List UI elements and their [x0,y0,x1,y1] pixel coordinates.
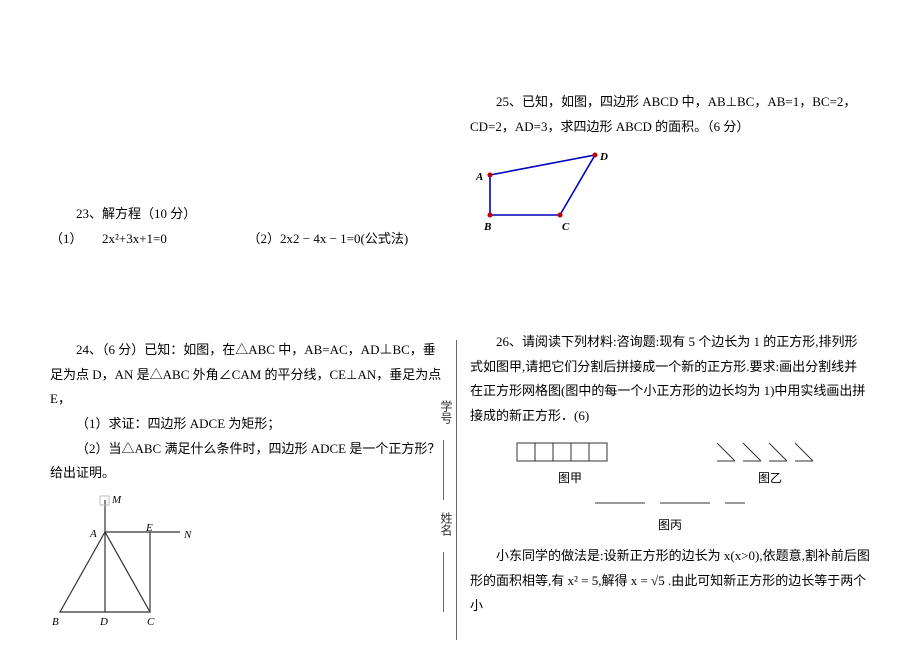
q24-line1: 24、（6 分）已知：如图，在△ABC 中，AB=AC，AD⊥BC，垂足为点 D… [50,338,445,412]
q24-label-e: E [146,518,153,539]
side-label-xuehao: 学号 [438,400,455,424]
side-label-xingming: 姓名 [438,512,455,536]
q23-part2: （2）2x2 − 4x − 1=0(公式法) [248,227,446,252]
q26-fig3: 图丙 [585,496,755,537]
q24-block: 24、（6 分）已知：如图，在△ABC 中，AB=AC，AD⊥BC，垂足为点 D… [50,338,445,622]
q25-line1: 25、已知，如图，四边形 ABCD 中，AB⊥BC，AB=1，BC=2，CD=2… [470,90,870,139]
q25-figure: A B C D [470,145,630,235]
side-line-2 [443,552,444,612]
q24-figure: M A E N B D C [50,492,210,622]
q26-fig3-svg [585,496,755,510]
q24-label-d: D [100,612,108,633]
q26-cap3: 图丙 [585,514,755,537]
q25-label-c: C [562,217,569,238]
q25-block: 25、已知，如图，四边形 ABCD 中，AB⊥BC，AB=1，BC=2，CD=2… [470,90,870,235]
q24-label-c: C [147,612,154,633]
q26-cap2: 图乙 [715,467,825,490]
side-line-1 [443,440,444,500]
q24-svg [50,492,210,622]
q26-fig2: 图乙 [715,441,825,490]
left-column: 23、解方程（10 分） （1） 2x²+3x+1=0 （2）2x2 − 4x … [50,0,445,650]
column-divider [456,340,457,640]
q24-label-a: A [90,524,97,545]
q25-label-a: A [476,167,483,188]
q25-label-d: D [600,147,608,168]
q23-part1: （1） 2x²+3x+1=0 [50,227,248,252]
q24-label-m: M [112,490,121,511]
page-container: 23、解方程（10 分） （1） 2x²+3x+1=0 （2）2x2 − 4x … [0,0,920,650]
q24-line2: （1）求证：四边形 ADCE 为矩形； [50,412,445,437]
q24-label-b: B [52,612,59,633]
right-column: 25、已知，如图，四边形 ABCD 中，AB⊥BC，AB=1，BC=2，CD=2… [470,0,870,650]
q24-label-n: N [184,525,191,546]
q26-para: 小东同学的做法是:设新正方形的边长为 x(x>0),依题意,割补前后图形的面积相… [470,544,870,618]
q26-fig1-svg [515,441,625,463]
q23-title: 23、解方程（10 分） [50,202,445,227]
q26-fig2-svg [715,441,825,463]
q26-cap1: 图甲 [515,467,625,490]
q24-line3: （2）当△ABC 满足什么条件时，四边形 ADCE 是一个正方形？给出证明。 [50,437,445,486]
q26-block: 26、请阅读下列材料:咨询题:现有 5 个边长为 1 的正方形,排列形式如图甲,… [470,330,870,618]
q26-fig1: 图甲 [515,441,625,490]
q26-figrow: 图甲 图 [470,441,870,490]
q25-label-b: B [484,217,491,238]
q26-fig3row: 图丙 [470,496,870,537]
q23-block: 23、解方程（10 分） （1） 2x²+3x+1=0 （2）2x2 − 4x … [50,202,445,251]
q26-line1: 26、请阅读下列材料:咨询题:现有 5 个边长为 1 的正方形,排列形式如图甲,… [470,330,870,429]
